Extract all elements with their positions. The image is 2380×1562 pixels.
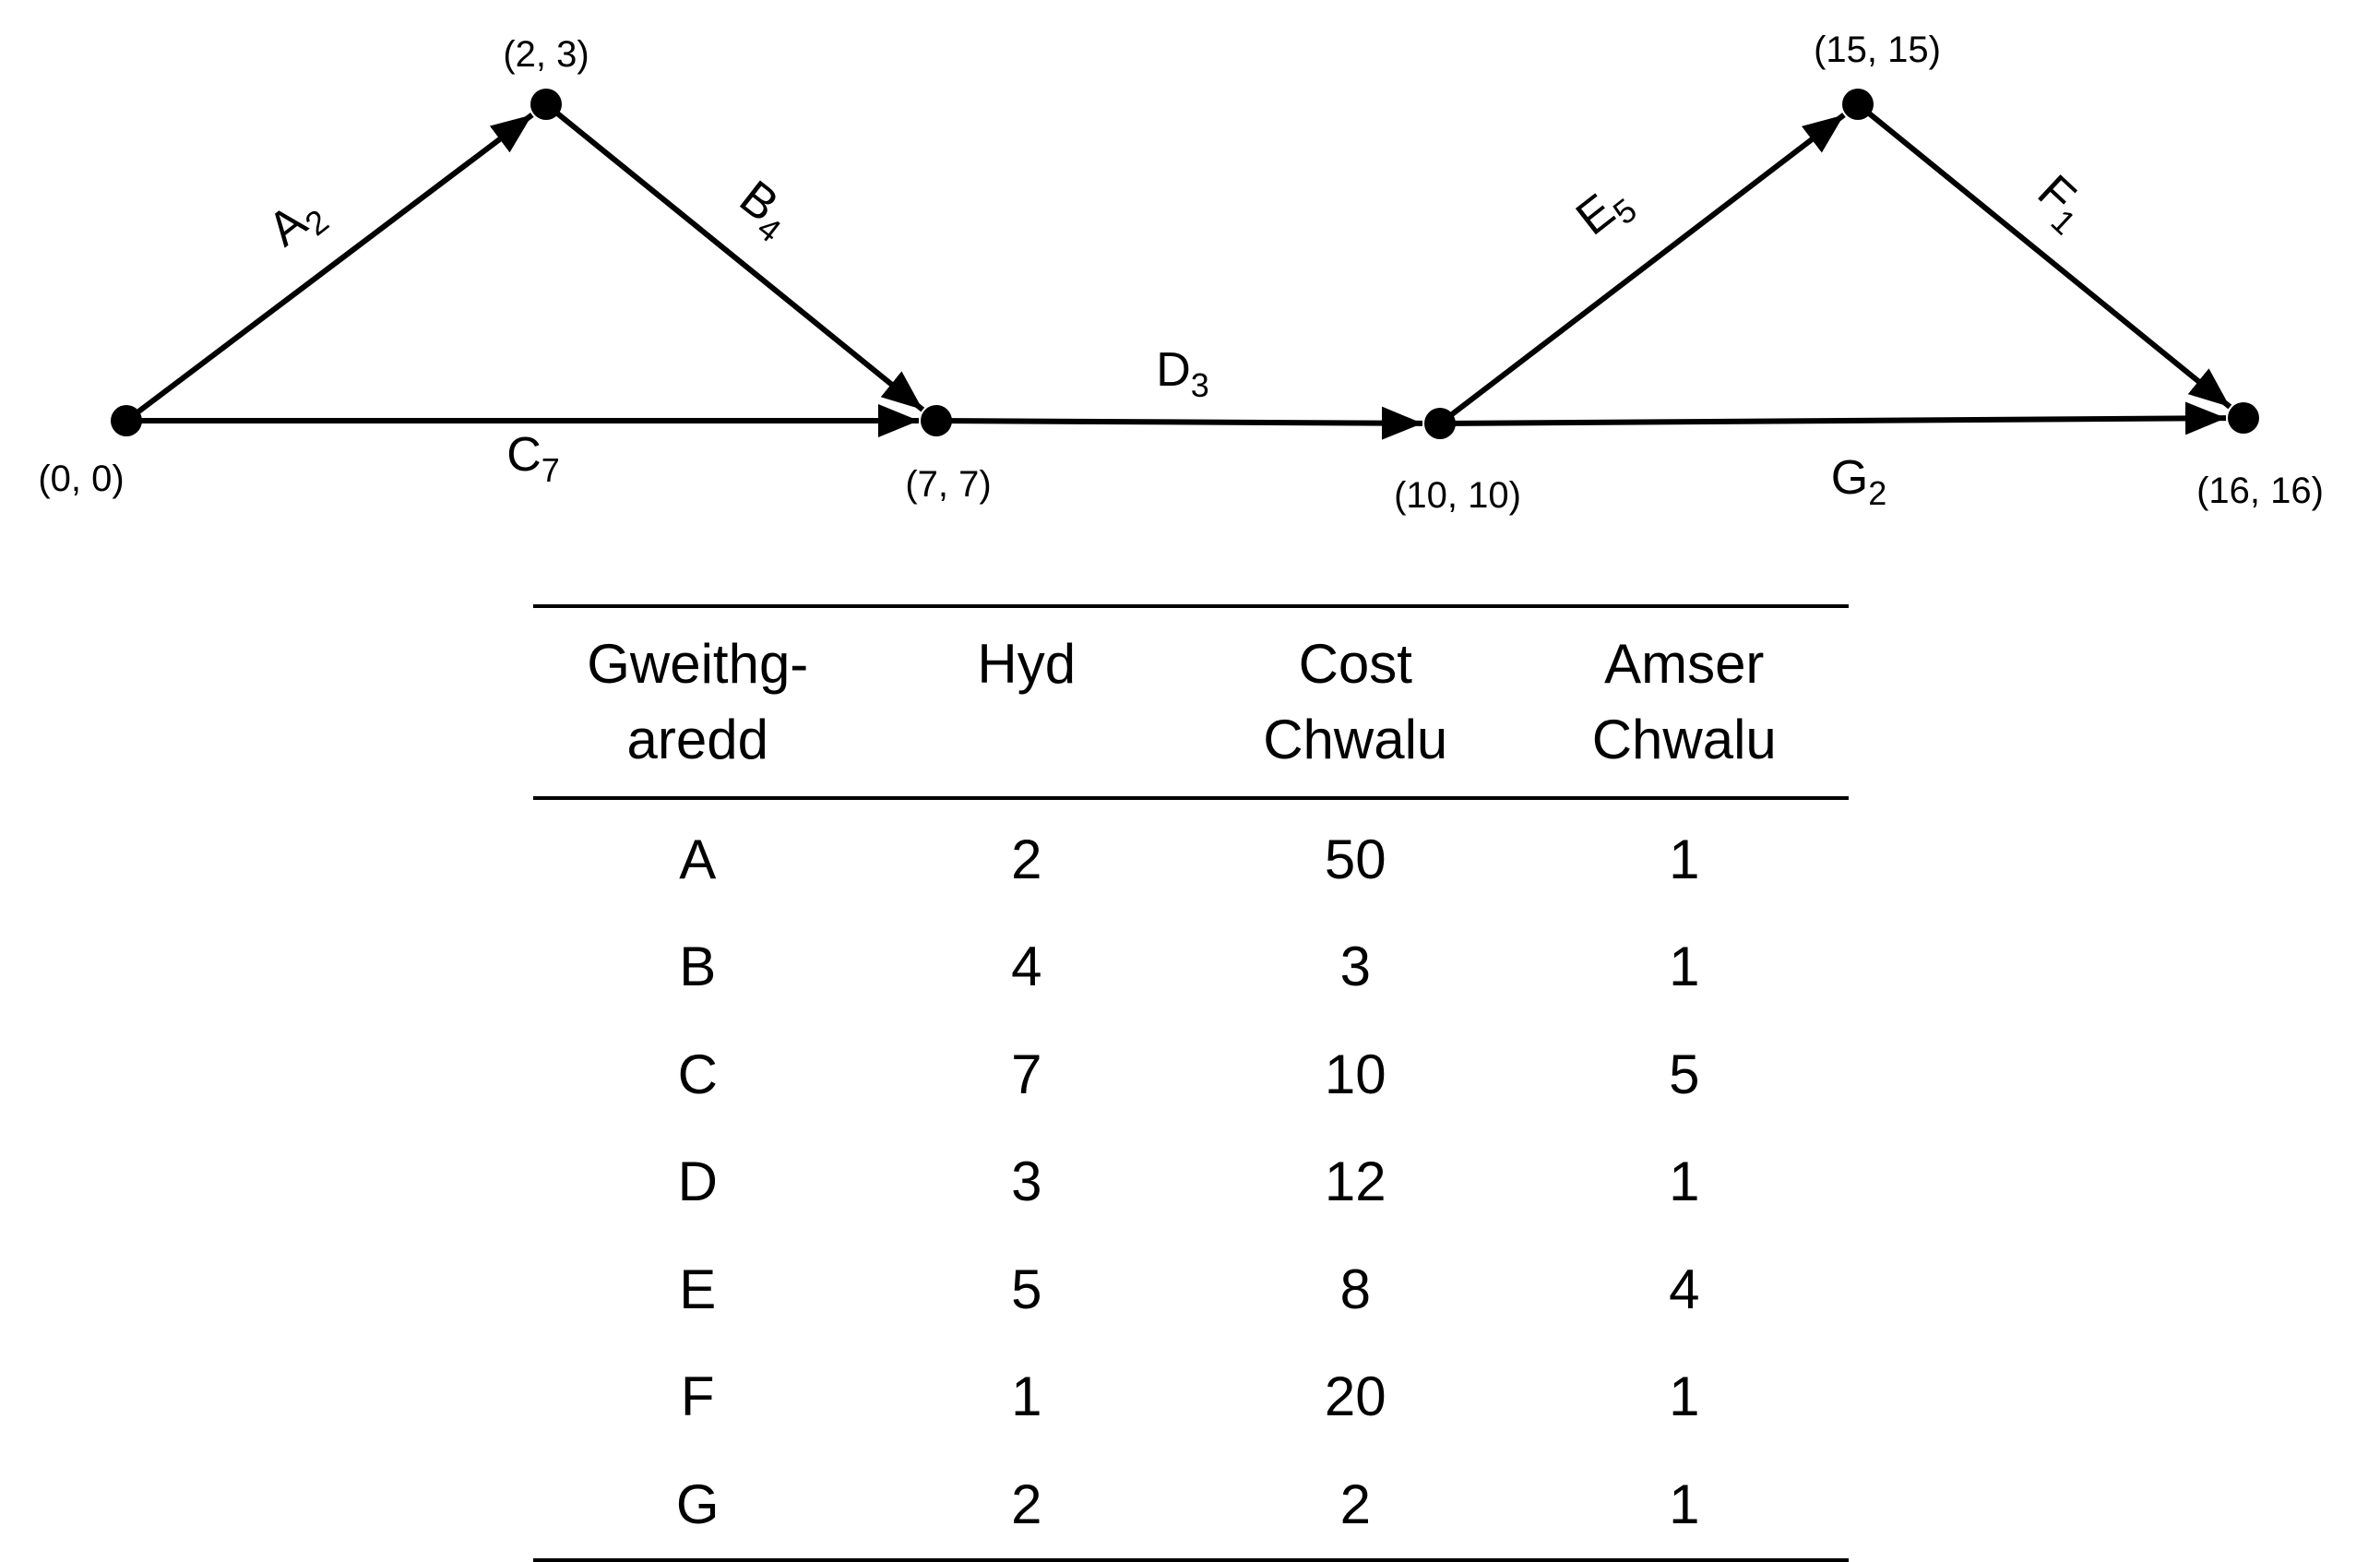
edge-letter: D (1156, 343, 1191, 397)
edge-f-arrow (1856, 101, 2232, 410)
table-cell: 1 (1669, 1365, 1700, 1428)
table-cell: 2 (1011, 1473, 1042, 1535)
edge-g-arrow (1439, 401, 2227, 435)
activity-table: Gweithg- aredd Hyd Cost Chwalu Amser Chw… (533, 604, 1849, 1562)
node-3 (1424, 408, 1456, 439)
node-1 (530, 89, 562, 120)
table-cell: C (677, 1043, 718, 1105)
edge-duration-subscript: 2 (1868, 474, 1886, 512)
table-row: F 1 20 1 (533, 1343, 1849, 1451)
edge-label-c: C7 (506, 428, 560, 489)
node-label-2: (7, 7) (905, 464, 991, 505)
edge-label-a: A2 (258, 184, 336, 263)
table-cell: 1 (1669, 1151, 1700, 1213)
table-cell: 2 (1339, 1473, 1371, 1535)
edge-e-arrow (1438, 113, 1846, 426)
table-header-row: Gweithg- aredd Hyd Cost Chwalu Amser Chw… (533, 606, 1849, 800)
node-4 (1842, 89, 1874, 120)
table-row: D 3 12 1 (533, 1128, 1849, 1236)
edge-b-arrow (544, 101, 925, 412)
edge-letter: C (506, 428, 541, 482)
edge-label-d: D3 (1156, 343, 1209, 404)
table-cell: 4 (1011, 936, 1042, 998)
table-row: G 2 2 1 (533, 1450, 1849, 1560)
node-label-5: (16, 16) (2196, 471, 2324, 511)
edge-label-b: B4 (725, 171, 803, 250)
table-cell: 20 (1324, 1365, 1386, 1428)
table-cell: 1 (1669, 828, 1700, 890)
table-row: C 7 10 5 (533, 1020, 1849, 1128)
node-label-1: (2, 3) (503, 34, 589, 75)
table-cell: E (679, 1258, 717, 1320)
table-cell: 50 (1324, 828, 1386, 890)
table-row: A 2 50 1 (533, 798, 1849, 913)
table-row: B 4 3 1 (533, 913, 1849, 1021)
table-cell: D (677, 1151, 718, 1213)
header-duration: Hyd (862, 606, 1191, 800)
edge-duration-subscript: 3 (1191, 366, 1209, 404)
table-cell: 5 (1669, 1043, 1700, 1105)
activity-network-diagram: (0, 0) (2, 3) (7, 7) (10, 10) (15, 15) (16, 1… (38, 30, 2324, 516)
table-cell: G (675, 1473, 720, 1535)
node-2 (921, 405, 952, 436)
node-label-0: (0, 0) (38, 459, 124, 499)
table-cell: 1 (1669, 936, 1700, 998)
node-label-3: (10, 10) (1394, 475, 1521, 516)
table-cell: 3 (1339, 936, 1371, 998)
edge-letter: G (1831, 451, 1868, 505)
table-cell: F (680, 1365, 715, 1428)
edge-label-e: E5 (1566, 173, 1644, 252)
header-crash-cost: Cost Chwalu (1191, 606, 1520, 800)
table-cell: 7 (1011, 1043, 1042, 1105)
node-label-4: (15, 15) (1814, 30, 1941, 70)
edge-a-arrow (125, 113, 534, 423)
node-0 (111, 405, 142, 436)
table-cell: 12 (1324, 1151, 1386, 1213)
table-cell: B (679, 936, 717, 998)
header-crash-time: Amser Chwalu (1519, 606, 1849, 800)
table-cell: 3 (1011, 1151, 1042, 1213)
edge-d-arrow (935, 406, 1423, 440)
table-cell: 2 (1011, 828, 1042, 890)
table-cell: 8 (1339, 1258, 1371, 1320)
table-cell: A (679, 828, 717, 890)
header-activity: Gweithg- aredd (533, 606, 863, 800)
edge-label-g: G2 (1831, 451, 1886, 512)
table-cell: 10 (1324, 1043, 1386, 1105)
edge-duration-subscript: 7 (541, 451, 560, 489)
edge-label-f: F1 (2022, 165, 2099, 243)
table-row: E 5 8 4 (533, 1235, 1849, 1343)
table-cell: 5 (1011, 1258, 1042, 1320)
node-5 (2228, 402, 2259, 434)
table-cell: 1 (1669, 1473, 1700, 1535)
table-cell: 1 (1011, 1365, 1042, 1428)
table-cell: 4 (1669, 1258, 1700, 1320)
